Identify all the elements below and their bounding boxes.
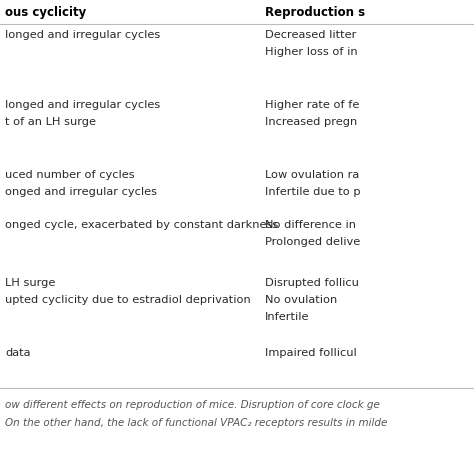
Text: Low ovulation ra: Low ovulation ra (265, 170, 359, 180)
Text: ous cyclicity: ous cyclicity (5, 6, 86, 19)
Text: upted cyclicity due to estradiol deprivation: upted cyclicity due to estradiol depriva… (5, 295, 251, 305)
Text: On the other hand, the lack of functional VPAC₂ receptors results in milde: On the other hand, the lack of functiona… (5, 418, 387, 428)
Text: Infertile due to p: Infertile due to p (265, 187, 361, 197)
Text: longed and irregular cycles: longed and irregular cycles (5, 100, 160, 110)
Text: onged cycle, exacerbated by constant darkness: onged cycle, exacerbated by constant dar… (5, 220, 278, 230)
Text: LH surge: LH surge (5, 278, 55, 288)
Text: Increased pregn: Increased pregn (265, 117, 357, 127)
Text: onged and irregular cycles: onged and irregular cycles (5, 187, 157, 197)
Text: Reproduction s: Reproduction s (265, 6, 365, 19)
Text: No ovulation: No ovulation (265, 295, 337, 305)
Text: Decreased litter: Decreased litter (265, 30, 356, 40)
Text: Higher rate of fe: Higher rate of fe (265, 100, 359, 110)
Text: Disrupted follicu: Disrupted follicu (265, 278, 359, 288)
Text: Impaired follicul: Impaired follicul (265, 348, 357, 358)
Text: Higher loss of in: Higher loss of in (265, 47, 357, 57)
Text: data: data (5, 348, 30, 358)
Text: uced number of cycles: uced number of cycles (5, 170, 135, 180)
Text: longed and irregular cycles: longed and irregular cycles (5, 30, 160, 40)
Text: Infertile: Infertile (265, 312, 310, 322)
Text: Prolonged delive: Prolonged delive (265, 237, 360, 247)
Text: t of an LH surge: t of an LH surge (5, 117, 96, 127)
Text: No difference in: No difference in (265, 220, 356, 230)
Text: ow different effects on reproduction of mice. Disruption of core clock ge: ow different effects on reproduction of … (5, 400, 380, 410)
